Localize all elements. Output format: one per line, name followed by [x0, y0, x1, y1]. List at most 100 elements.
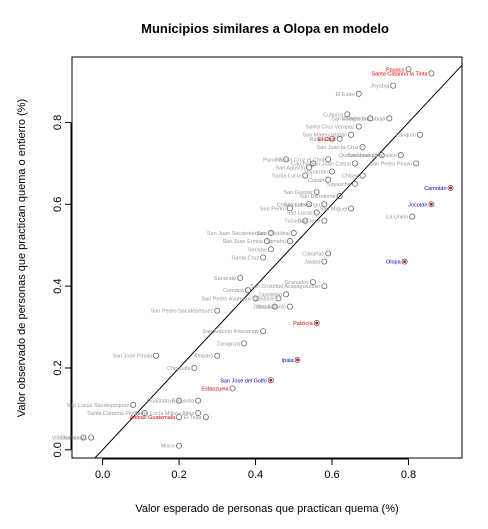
- data-point: [367, 115, 374, 122]
- highlighted-point-label: Patzicía: [293, 321, 314, 327]
- x-tick-label: 0.0: [95, 469, 110, 481]
- point-label: San Antonio Ilotenango: [202, 329, 259, 335]
- data-point: [283, 291, 290, 298]
- data-point: [309, 160, 316, 167]
- point-label: San Antonio: [256, 305, 286, 311]
- data-point: [214, 352, 221, 359]
- y-tick-label: 0.8: [52, 115, 64, 130]
- data-point: [202, 414, 209, 421]
- data-point: [264, 238, 270, 245]
- point-label: Livingston: [341, 116, 366, 122]
- point-label: Guastatoya: [147, 399, 176, 405]
- highlighted-point: [447, 184, 454, 191]
- point-label: Chichicastenango: [277, 202, 321, 208]
- point-label: San Juan Chamelco: [347, 153, 397, 159]
- point-label: San José: [297, 219, 320, 225]
- plot-frame: [71, 56, 463, 459]
- data-point: [313, 209, 320, 216]
- highlighted-point: [267, 377, 274, 384]
- data-point: [329, 135, 335, 142]
- highlighted-point-label: Pasaco: [386, 67, 404, 73]
- points-layer: [80, 66, 454, 449]
- point-label: Santa Cruz Verapaz: [306, 125, 355, 131]
- point-label: La Unión: [386, 215, 408, 221]
- data-point: [275, 295, 282, 302]
- highlighted-point-label: Olopa: [386, 260, 402, 266]
- data-point: [309, 279, 316, 286]
- data-point: [325, 156, 332, 163]
- highlighted-point: [428, 70, 435, 77]
- y-axis: 0.0 0.2 0.4 0.6 0.8: [52, 115, 72, 457]
- point-label: Mixco: [161, 444, 175, 450]
- data-point: [321, 283, 328, 290]
- point-label: Senahú: [248, 247, 267, 253]
- data-point: [321, 258, 328, 265]
- data-point: [244, 287, 251, 294]
- x-tick-label: 0.2: [171, 469, 186, 481]
- point-label: Quetzaltenango: [339, 153, 378, 159]
- point-label: Comapa: [223, 288, 245, 294]
- x-tick-label: 0.4: [248, 469, 263, 481]
- data-point: [409, 213, 416, 220]
- data-point: [359, 144, 366, 150]
- data-point: [260, 254, 267, 261]
- point-label: Amparo: [194, 354, 213, 360]
- point-label: El Estor: [335, 92, 354, 98]
- data-point: [88, 434, 95, 441]
- point-marker: [449, 186, 452, 190]
- data-point: [283, 156, 290, 163]
- data-point: [348, 131, 355, 138]
- point-label: San Miguel: [320, 206, 348, 212]
- data-point: [267, 246, 274, 253]
- point-label: San Pedro: [260, 206, 286, 212]
- point-label: Sanarate: [214, 276, 236, 282]
- data-point: [130, 401, 137, 408]
- data-point: [290, 229, 297, 236]
- point-label: El Tejar: [184, 415, 202, 421]
- point-marker: [269, 378, 273, 382]
- data-point: [286, 303, 293, 310]
- data-point: [286, 238, 293, 245]
- data-point: [329, 168, 335, 175]
- highlighted-point-label: El Chol: [318, 137, 336, 143]
- data-point: [153, 352, 160, 359]
- point-label: Sansare: [254, 296, 275, 302]
- data-point: [260, 328, 267, 335]
- x-tick-label: 0.6: [324, 469, 339, 481]
- point-marker: [315, 321, 319, 325]
- point-label: San José Pinula: [112, 354, 153, 360]
- point-label: Joyabaj: [370, 84, 389, 90]
- data-point: [355, 90, 362, 97]
- point-label: Villa Nueva: [52, 436, 81, 442]
- point-label: San Cristóbal Acasaguastlán: [250, 284, 320, 290]
- data-point: [416, 131, 423, 138]
- data-point: [359, 172, 366, 179]
- y-axis-label: Valor observado de personas que practica…: [16, 99, 28, 417]
- highlighted-point-label: Ipala: [282, 358, 295, 364]
- highlighted-point-label: Jocotán: [408, 202, 427, 208]
- point-label: Zaragoza: [217, 341, 241, 347]
- data-point: [378, 152, 385, 159]
- data-point: [241, 340, 248, 347]
- point-marker: [403, 260, 407, 263]
- data-point: [351, 160, 358, 167]
- data-point: [351, 180, 358, 187]
- data-point: [336, 193, 343, 200]
- highlighted-point: [229, 385, 236, 392]
- point-label: Guatemala: [60, 436, 88, 442]
- data-point: [321, 201, 328, 208]
- data-point: [313, 189, 320, 195]
- data-point: [306, 201, 313, 208]
- data-point: [386, 115, 393, 122]
- highlighted-point-label: Aldeas Guatemala: [130, 415, 176, 421]
- point-label: Sayaxché: [327, 182, 351, 188]
- point-label: San Luis: [284, 202, 306, 208]
- point-label: Cabañas: [302, 251, 324, 257]
- data-point: [325, 176, 332, 183]
- x-axis: 0.0 0.2 0.4 0.6 0.8: [95, 458, 416, 481]
- data-point: [195, 397, 202, 404]
- highlighted-point: [176, 414, 183, 421]
- point-label: Tucurú: [284, 219, 301, 225]
